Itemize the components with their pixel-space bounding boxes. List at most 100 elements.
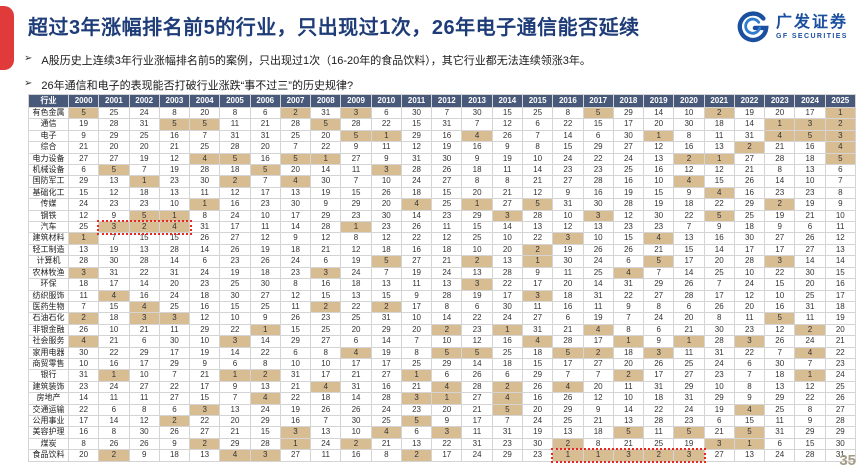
rank-cell: 25 [310, 323, 342, 337]
rank-cell: 19 [643, 198, 675, 211]
rank-cell: 28 [279, 118, 312, 131]
rank-cell: 2 [400, 449, 433, 462]
rank-cell: 17 [67, 414, 100, 428]
rank-cell: 18 [582, 426, 614, 439]
rank-cell: 18 [643, 392, 675, 405]
rank-cell: 29 [370, 323, 402, 337]
rank-cell: 25 [249, 300, 281, 314]
rank-cell: 5 [310, 118, 342, 131]
rank-cell: 28 [552, 335, 584, 348]
rank-cell: 20 [824, 323, 857, 337]
rank-cell: 19 [552, 243, 584, 257]
rank-cell: 18 [703, 118, 735, 131]
rank-cell: 29 [703, 392, 735, 405]
industry-label: 银行 [28, 369, 69, 382]
rank-cell: 18 [67, 278, 100, 291]
rank-cell: 10 [673, 106, 705, 120]
rank-cell: 24 [340, 266, 372, 280]
rank-cell: 13 [158, 186, 191, 200]
table-row: 非银金融 26 10 21 11 29 22 1 15 25 20 29 20 2 23 1 31 21 4 8 6 21… [28, 323, 857, 337]
rank-cell: 31 [340, 380, 372, 394]
rank-cell: 26 [249, 255, 281, 268]
year-header: 2013 [461, 94, 493, 108]
rank-cell: 1 [733, 437, 766, 451]
rank-cell: 19 [310, 186, 342, 200]
rank-cell: 17 [400, 300, 433, 314]
rank-cell: 10 [128, 369, 160, 382]
rank-cell: 23 [643, 221, 675, 234]
rank-cell: 17 [219, 221, 251, 234]
rank-cell: 21 [733, 164, 766, 177]
rank-cell: 24 [431, 266, 463, 280]
rank-cell: 5 [582, 106, 614, 120]
rank-cell: 2 [612, 369, 645, 382]
bullet-list: ➢ A股历史上连续3年行业涨幅排名前5的案例，只出现过1次（16-20年的食品饮… [24, 52, 844, 102]
rank-cell: 6 [582, 129, 614, 143]
rank-cell: 15 [340, 186, 372, 200]
rank-cell: 28 [370, 392, 402, 405]
rank-cell: 13 [279, 186, 312, 200]
rank-cell: 4 [703, 186, 735, 200]
table-row: 机械设备 6 5 7 19 28 18 5 20 14 11 3 28 26 18 11 14 23 23 25 16 1… [28, 164, 857, 177]
rank-cell: 15 [552, 141, 584, 154]
rank-cell: 6 [612, 255, 645, 268]
rank-cell: 23 [370, 221, 402, 234]
rank-cell: 20 [400, 323, 433, 337]
rank-cell: 14 [703, 243, 735, 257]
rank-cell: 23 [310, 312, 342, 325]
rank-cell: 21 [824, 335, 857, 348]
rank-cell: 27 [98, 152, 130, 166]
rank-cell: 9 [431, 414, 463, 428]
rank-cell: 31 [643, 380, 675, 394]
rank-cell: 9 [279, 232, 312, 245]
rank-cell: 21 [128, 323, 160, 337]
rank-cell: 14 [794, 255, 826, 268]
rank-cell: 31 [552, 198, 584, 211]
rank-cell: 22 [461, 312, 493, 325]
rank-cell: 16 [279, 414, 312, 428]
rank-cell: 19 [703, 403, 735, 416]
rank-cell: 21 [794, 209, 826, 223]
rank-cell: 1 [431, 392, 463, 405]
rank-cell: 14 [219, 346, 251, 359]
rank-cell: 8 [552, 106, 584, 120]
rank-cell: 24 [219, 209, 251, 223]
rank-cell: 25 [733, 209, 766, 223]
rank-cell: 11 [279, 300, 312, 314]
rank-cell: 3 [824, 129, 857, 143]
rank-cell: 15 [98, 300, 130, 314]
bullet-text: 26年通信和电子的表现能否打破行业涨跌“事不过三”的历史规律? [41, 80, 354, 92]
rank-cell: 20 [552, 278, 584, 291]
table-row: 传媒 24 23 23 10 1 16 23 30 9 29 20 4 25 1 27 5 31 30 28 19 18 2… [28, 198, 857, 211]
rank-cell: 9 [521, 266, 554, 280]
rank-cell: 4 [370, 426, 402, 439]
rank-cell: 21 [552, 323, 584, 337]
rank-cell: 27 [279, 449, 312, 462]
rank-cell: 9 [582, 403, 614, 416]
rank-cell: 11 [491, 164, 523, 177]
rank-cell: 26 [824, 392, 857, 405]
rank-cell: 24 [189, 266, 221, 280]
rank-cell: 28 [249, 437, 281, 451]
rank-cell: 18 [824, 300, 857, 314]
rank-cell: 25 [370, 414, 402, 428]
table-row: 有色金属 5 25 24 8 20 8 6 2 31 3 6 30 7 30 15 25 8 5 29 14 10 2 19 2… [28, 106, 857, 120]
year-header: 2005 [219, 94, 251, 108]
rank-cell: 10 [431, 335, 463, 348]
rank-cell: 4 [521, 335, 554, 348]
rank-cell: 2 [370, 300, 402, 314]
rank-cell: 19 [794, 198, 826, 211]
rank-cell: 3 [461, 278, 493, 291]
rank-cell: 16 [461, 141, 493, 154]
rank-cell: 15 [400, 118, 433, 131]
table-row: 医药生物 7 15 4 25 16 15 25 11 2 22 2 17 8 6 30 11 16 11 9 8 6 26 2… [28, 300, 857, 314]
rank-cell: 30 [310, 175, 342, 188]
rank-cell: 16 [673, 141, 705, 154]
rank-cell: 4 [643, 232, 675, 245]
rank-cell: 14 [431, 312, 463, 325]
rank-cell: 26 [128, 437, 160, 451]
rank-cell: 11 [612, 380, 645, 394]
rank-cell: 20 [67, 449, 100, 462]
rank-cell: 18 [310, 392, 342, 405]
rank-cell: 14 [582, 278, 614, 291]
